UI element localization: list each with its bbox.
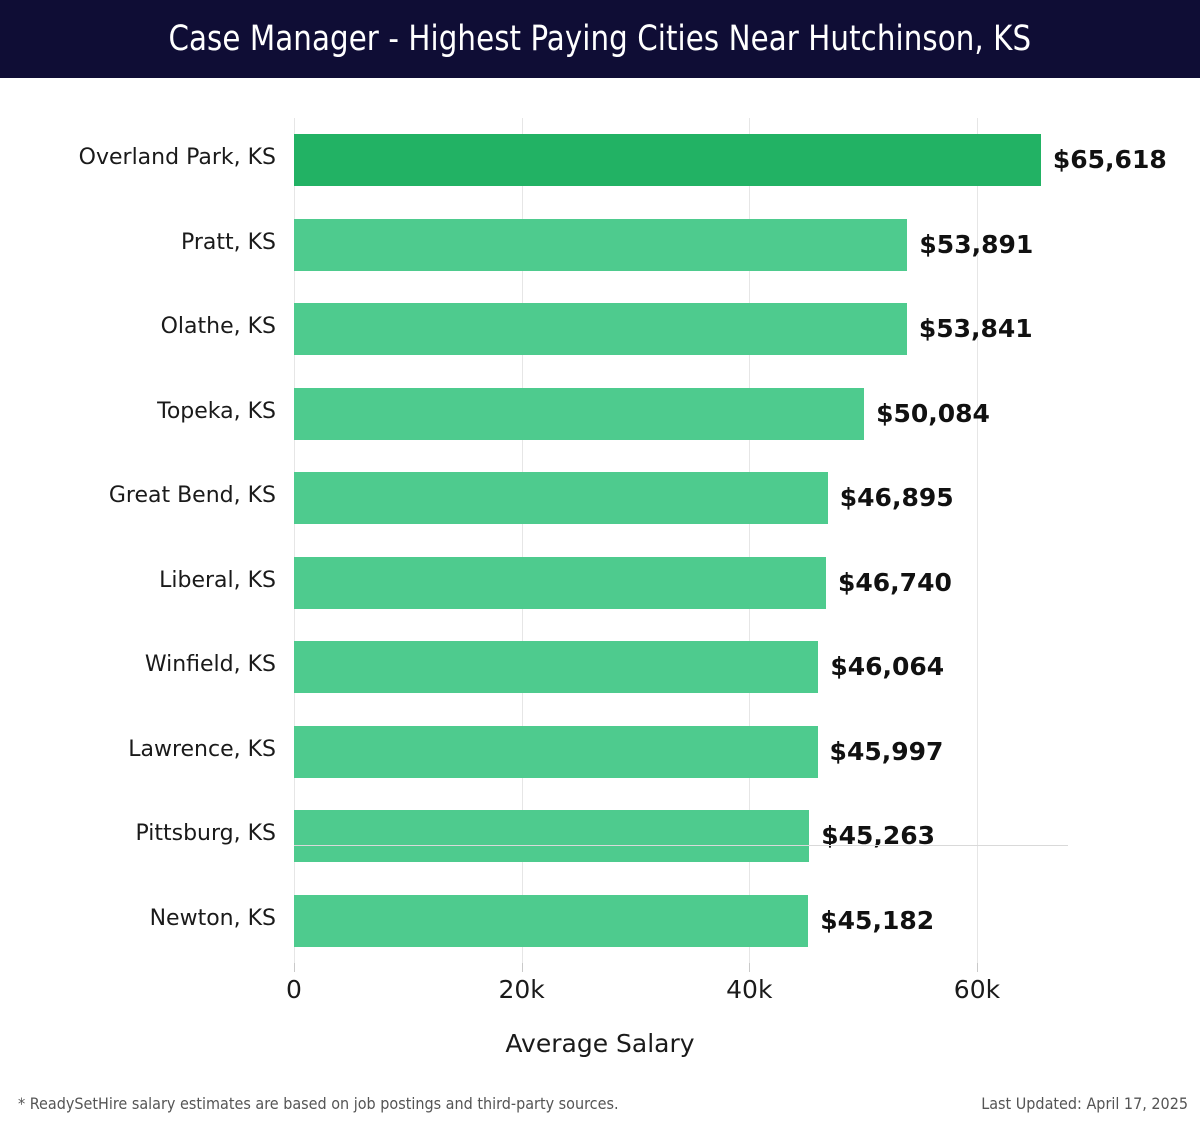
bar-row[interactable]: $46,895	[294, 456, 1068, 541]
bar-row[interactable]: $46,064	[294, 625, 1068, 710]
bar-value-label: $45,997	[829, 736, 944, 766]
bar[interactable]	[294, 725, 818, 778]
bar[interactable]	[294, 134, 1041, 186]
bar-value-label: $45,182	[820, 905, 935, 935]
bar-row[interactable]: $45,997	[294, 710, 1068, 795]
bar-value-label: $53,841	[918, 314, 1033, 343]
x-axis-tick-label: 0	[286, 975, 302, 1004]
category-label: Great Bend, KS	[108, 483, 276, 509]
category-label: Newton, KS	[149, 905, 276, 931]
tick-mark	[749, 963, 751, 972]
category-label: Overland Park, KS	[78, 145, 276, 171]
x-axis-title: Average Salary	[505, 1029, 695, 1058]
bar-row[interactable]: $46,740	[294, 541, 1068, 626]
category-label: Olathe, KS	[160, 314, 276, 340]
gridline	[976, 118, 978, 963]
footer-last-updated: Last Updated: April 17, 2025	[981, 1094, 1188, 1113]
category-label: Winfield, KS	[144, 652, 276, 678]
bar[interactable]	[294, 303, 907, 355]
bar-value-label: $65,618	[1052, 145, 1167, 174]
bar-row[interactable]: $50,084	[294, 372, 1068, 457]
bar[interactable]	[294, 810, 810, 862]
footer-disclaimer: * ReadySetHire salary estimates are base…	[18, 1094, 619, 1113]
plot-area: $65,618 $53,891 $53,841 $50,084 $46,895 $46,7…	[294, 118, 1167, 964]
x-axis-tick-label: 60k	[953, 975, 1001, 1004]
tick-mark	[976, 963, 978, 972]
bar-value-label: $46,740	[838, 567, 952, 597]
x-axis-line	[294, 845, 1068, 846]
bar-value-label: $50,084	[876, 398, 990, 428]
bar[interactable]	[294, 472, 828, 524]
category-label: Liberal, KS	[159, 567, 276, 593]
tick-mark	[521, 963, 523, 972]
bar-row[interactable]: $53,841	[294, 287, 1068, 372]
gridline	[294, 118, 295, 963]
bar-row[interactable]: $53,891	[294, 203, 1068, 288]
category-label: Pittsburg, KS	[135, 821, 276, 847]
page-title: Case Manager - Highest Paying Cities Nea…	[168, 19, 1032, 59]
bar-value-label: $46,895	[839, 483, 954, 512]
bar-row[interactable]: $45,263	[294, 794, 1068, 879]
bar[interactable]	[294, 641, 819, 693]
bar[interactable]	[294, 218, 908, 271]
chart-header: Case Manager - Highest Paying Cities Nea…	[0, 0, 1200, 78]
bar[interactable]	[294, 387, 865, 440]
x-axis-tick-label: 40k	[726, 975, 773, 1004]
bar-value-label: $46,064	[830, 652, 945, 681]
bar[interactable]	[294, 894, 809, 947]
bar[interactable]	[294, 556, 826, 609]
category-label: Pratt, KS	[180, 229, 276, 255]
bar-value-label: $45,263	[821, 821, 936, 850]
category-label: Lawrence, KS	[128, 736, 276, 762]
x-axis-tick-label: 20k	[498, 975, 545, 1004]
gridline	[749, 118, 751, 963]
gridline	[521, 118, 523, 963]
bar-row[interactable]: $65,618	[294, 118, 1167, 203]
bar-row[interactable]: $45,182	[294, 879, 1068, 964]
category-label: Topeka, KS	[157, 398, 276, 424]
bar-value-label: $53,891	[919, 229, 1034, 259]
tick-mark	[294, 963, 295, 972]
